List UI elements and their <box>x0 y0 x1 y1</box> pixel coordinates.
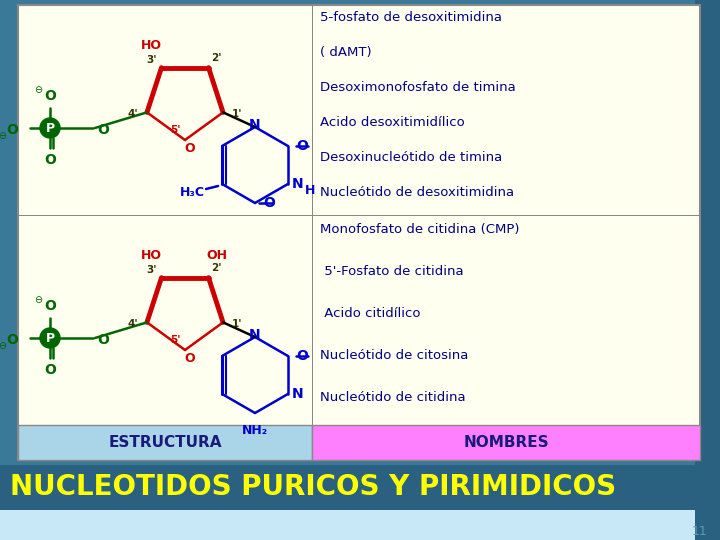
Text: Acido desoxitimidílico: Acido desoxitimidílico <box>320 116 464 129</box>
Text: O: O <box>185 141 195 154</box>
Circle shape <box>40 118 60 138</box>
Text: O: O <box>44 89 56 103</box>
Text: P: P <box>45 332 55 345</box>
Bar <box>695 0 720 540</box>
Text: 4': 4' <box>127 319 138 329</box>
Text: O: O <box>6 333 18 347</box>
Text: Nucleótido de citidina: Nucleótido de citidina <box>320 391 466 404</box>
Text: 2': 2' <box>211 52 222 63</box>
Text: N: N <box>249 118 261 132</box>
Text: NOMBRES: NOMBRES <box>463 435 549 450</box>
Bar <box>0 465 695 510</box>
Text: ⊖: ⊖ <box>0 341 6 351</box>
Bar <box>0 490 720 540</box>
Text: Acido citidílico: Acido citidílico <box>320 307 420 320</box>
Text: OH: OH <box>206 249 227 262</box>
Text: NH₂: NH₂ <box>242 424 268 437</box>
Text: ⊖: ⊖ <box>0 131 6 141</box>
Text: O: O <box>44 153 56 167</box>
Text: Monofosfato de citidina (CMP): Monofosfato de citidina (CMP) <box>320 223 520 236</box>
Text: O: O <box>263 196 275 210</box>
Text: 1': 1' <box>232 110 243 119</box>
Text: 5-fosfato de desoxitimidina: 5-fosfato de desoxitimidina <box>320 11 502 24</box>
Bar <box>18 214 700 215</box>
Text: 4': 4' <box>127 110 138 119</box>
Text: ⊖: ⊖ <box>34 295 42 305</box>
Text: HO: HO <box>141 249 162 262</box>
Text: ⊖: ⊖ <box>34 85 42 95</box>
Text: NUCLEOTIDOS PURICOS Y PIRIMIDICOS: NUCLEOTIDOS PURICOS Y PIRIMIDICOS <box>10 473 616 501</box>
Text: ( dAMT): ( dAMT) <box>320 46 372 59</box>
Text: Nucleótido de desoxitimidina: Nucleótido de desoxitimidina <box>320 186 514 199</box>
Text: N: N <box>292 387 304 401</box>
Text: O: O <box>97 123 109 137</box>
Text: O: O <box>44 363 56 377</box>
Text: O: O <box>296 139 308 153</box>
Text: 5'-Fosfato de citidina: 5'-Fosfato de citidina <box>320 265 464 278</box>
Bar <box>18 5 700 460</box>
Text: 5': 5' <box>170 335 180 346</box>
Text: Nucleótido de citosina: Nucleótido de citosina <box>320 349 469 362</box>
Bar <box>312 425 700 460</box>
Text: Desoximonofosfato de timina: Desoximonofosfato de timina <box>320 81 516 94</box>
Circle shape <box>40 328 60 348</box>
Bar <box>18 425 312 460</box>
Text: O: O <box>185 352 195 365</box>
Text: ESTRUCTURA: ESTRUCTURA <box>108 435 222 450</box>
Text: O: O <box>296 349 308 363</box>
Text: Desoxinucleótido de timina: Desoxinucleótido de timina <box>320 151 503 164</box>
Text: 11: 11 <box>692 525 708 538</box>
Text: 3': 3' <box>146 265 157 275</box>
Text: 1': 1' <box>232 319 243 329</box>
Text: H: H <box>305 184 315 197</box>
Text: O: O <box>97 333 109 347</box>
Text: P: P <box>45 122 55 134</box>
Text: O: O <box>44 299 56 313</box>
Text: 2': 2' <box>211 262 222 273</box>
Text: O: O <box>6 123 18 137</box>
Text: H₃C: H₃C <box>179 186 204 199</box>
Text: HO: HO <box>141 39 162 52</box>
Text: 5': 5' <box>170 125 180 136</box>
Text: N: N <box>249 328 261 342</box>
Text: N: N <box>292 177 304 191</box>
Text: 3': 3' <box>146 55 157 65</box>
